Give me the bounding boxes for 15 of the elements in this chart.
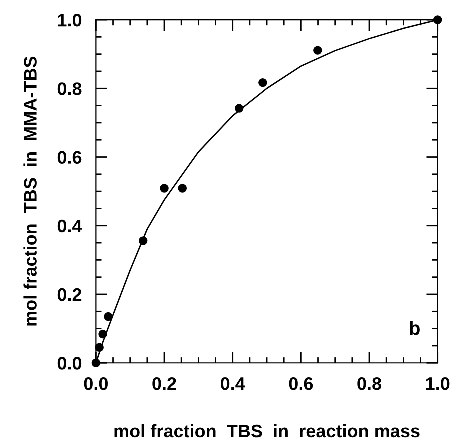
x-tick-label: 0.4 — [221, 377, 246, 390]
y-tick-label: 0.8 — [58, 82, 82, 96]
annotation: b — [410, 320, 420, 336]
x-tick-label: 0.0 — [84, 377, 108, 390]
y-axis-title: mol fraction TBS in MMA-TBS — [24, 56, 37, 326]
x-axis-title: mol fraction TBS in reaction mass — [114, 424, 420, 438]
y-tick-label: 0.6 — [58, 151, 82, 164]
x-tick-label: 1.0 — [426, 377, 450, 390]
y-tick-label: 0.2 — [58, 288, 82, 302]
x-tick-label: 0.2 — [152, 377, 176, 390]
y-tick-label: 1.0 — [58, 14, 82, 27]
y-tick-label: 0.0 — [58, 357, 82, 370]
x-tick-label: 0.8 — [358, 377, 382, 390]
x-tick-label: 0.6 — [289, 377, 314, 390]
y-tick-label: 0.4 — [58, 220, 82, 233]
